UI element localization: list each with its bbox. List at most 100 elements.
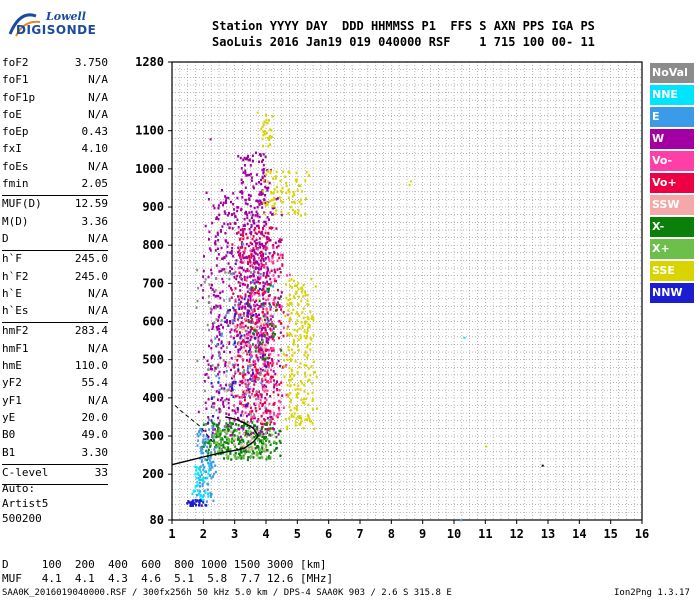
echo-point-vo <box>272 246 275 249</box>
echo-point-x <box>253 328 256 331</box>
echo-point-vo <box>260 414 263 418</box>
echo-point-nnw <box>237 368 240 371</box>
echo-point-vo <box>270 368 273 372</box>
echo-point-ssw <box>234 438 237 441</box>
echo-point-sse <box>288 379 290 382</box>
echo-point-sse <box>311 382 314 385</box>
echo-point-w <box>230 368 232 372</box>
echo-point-w <box>255 313 258 316</box>
echo-point-vo <box>281 264 284 267</box>
echo-point-w <box>207 435 210 439</box>
echo-point-w <box>259 341 262 344</box>
echo-point-ssw <box>243 432 246 435</box>
echo-point-w <box>239 284 242 287</box>
echo-point-x <box>276 446 279 450</box>
muf-distance-row: D 100 200 400 600 800 1000 1500 3000 [km… <box>2 558 327 571</box>
echo-point-w <box>226 214 229 217</box>
echo-point-w <box>249 334 252 338</box>
echo-point-sse <box>289 205 292 209</box>
echo-point-vo <box>280 308 283 311</box>
echo-point-sse <box>304 320 307 324</box>
echo-point-w <box>257 331 260 335</box>
echo-point-x <box>219 436 222 440</box>
echo-point-sse <box>301 324 304 328</box>
echo-point-w <box>230 393 233 396</box>
echo-point-w <box>238 383 241 387</box>
echo-point-vo <box>255 315 258 319</box>
echo-point-noval <box>243 448 246 451</box>
echo-point-w <box>228 226 231 229</box>
echo-point-vo <box>261 343 264 347</box>
param-value: N/A <box>88 231 108 245</box>
echo-point-w <box>216 305 219 308</box>
echo-point-w <box>218 407 221 411</box>
echo-point-sse <box>299 334 302 337</box>
echo-point-vo <box>231 243 234 246</box>
echo-point-w <box>257 281 260 284</box>
echo-point-w <box>244 270 247 273</box>
echo-point-vo <box>266 380 269 383</box>
echo-point-ssw <box>231 375 234 378</box>
echo-point-x <box>234 429 237 432</box>
echo-point-w <box>246 222 249 226</box>
echo-point-nne <box>201 495 204 498</box>
echo-point-w <box>222 344 225 348</box>
echo-point-vo <box>256 371 259 375</box>
echo-point-w <box>277 197 279 200</box>
echo-point-vo <box>230 296 233 299</box>
echo-point-vo <box>271 257 274 260</box>
echo-point-w <box>250 335 253 339</box>
echo-point-vo <box>277 393 280 397</box>
echo-point-w <box>231 246 234 250</box>
echo-point-vo <box>248 391 251 394</box>
echo-point-vo <box>239 313 242 316</box>
echo-point-vo <box>268 271 271 274</box>
echo-point-w <box>223 316 226 319</box>
echo-point-w <box>266 271 269 274</box>
param-row: C-level 33 <box>2 466 108 483</box>
echo-point-w <box>241 192 244 195</box>
echo-point-x <box>266 437 269 441</box>
echo-point-w <box>217 416 220 420</box>
echo-point-vo <box>251 415 254 419</box>
echo-point-vo <box>239 355 242 358</box>
echo-point-sse <box>296 395 299 399</box>
echo-point-w <box>219 291 222 295</box>
x-tick-label: 2 <box>200 527 207 541</box>
param-row: fxI 4.10 <box>2 142 108 159</box>
echo-point-e <box>246 369 249 372</box>
echo-point-nnw <box>217 381 220 384</box>
echo-point-vo <box>230 288 233 292</box>
echo-point-sse <box>274 212 277 216</box>
echo-point-sse <box>288 316 291 320</box>
echo-point-x <box>207 451 210 455</box>
echo-point-sse <box>289 409 292 412</box>
echo-point-sse <box>315 375 318 379</box>
echo-point-w <box>242 428 245 431</box>
echo-point-vo <box>280 381 283 384</box>
echo-point-vo <box>254 362 257 366</box>
echo-point-vo <box>267 381 270 384</box>
param-name: foEs <box>2 159 29 173</box>
param-name: fmin <box>2 177 29 191</box>
echo-point-w <box>229 270 231 273</box>
echo-point-noval <box>215 306 217 310</box>
echo-point-sse <box>290 368 293 372</box>
echo-point-e <box>255 397 258 401</box>
echo-point-vo <box>254 365 257 369</box>
echo-point-w <box>218 391 221 395</box>
param-name: B1 <box>2 445 16 459</box>
logo-brand: Lowell <box>46 10 86 23</box>
echo-point-vo <box>268 349 271 352</box>
echo-point-nne <box>199 494 202 497</box>
echo-point-vo <box>262 307 265 311</box>
echo-point-w <box>227 262 230 265</box>
echo-point-vo <box>278 389 281 392</box>
echo-point-e <box>200 460 203 464</box>
echo-point-x <box>263 437 266 441</box>
echo-point-x <box>207 448 210 452</box>
echo-point-vo <box>247 364 249 368</box>
echo-point-vo <box>282 311 285 314</box>
echo-point-e <box>244 392 247 395</box>
echo-point-sse <box>297 384 300 387</box>
